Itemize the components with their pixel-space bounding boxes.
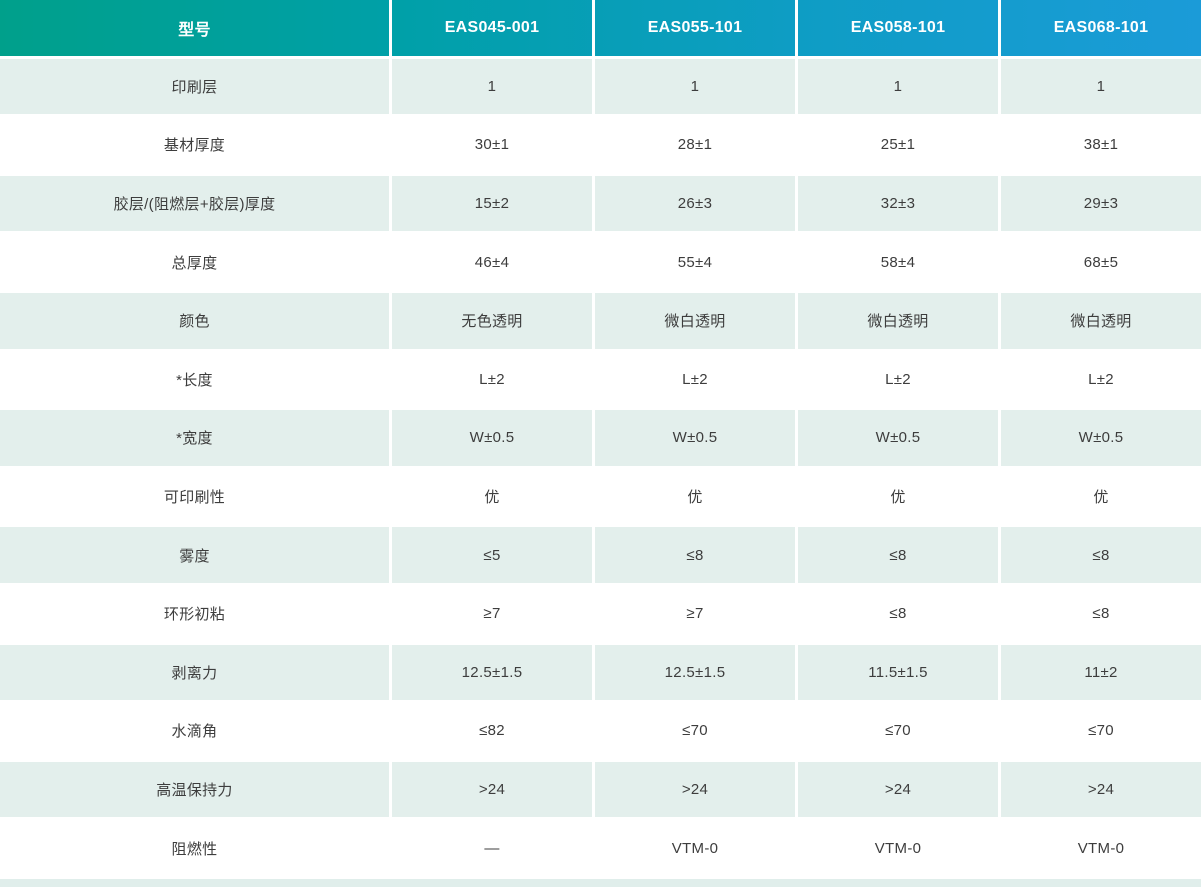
cell-value: 无色透明	[392, 292, 592, 349]
table-row-adhesive-thickness: 胶层/(阻燃层+胶层)厚度 15±2 26±3 32±3 29±3	[0, 175, 1201, 232]
cell-value: 25±1	[798, 117, 998, 173]
cell-value: 28±1	[595, 117, 795, 173]
cell-value: >24	[798, 761, 998, 818]
cell-value: >24	[392, 761, 592, 818]
column-header-eas058-101: EAS058-101	[798, 0, 998, 56]
cell-value: 12.5±1.5	[595, 644, 795, 701]
table-row-length: *长度 L±2 L±2 L±2 L±2	[0, 351, 1201, 408]
cell-value: >24	[1001, 761, 1201, 818]
row-label: 高温保持力	[0, 761, 389, 818]
cell-value: W±0.5	[1001, 410, 1201, 466]
cell-value: W±0.5	[595, 410, 795, 466]
table-row-print-layer: 印刷层 1 1 1 1	[0, 58, 1201, 115]
row-label: 总厚度	[0, 234, 389, 290]
cell-value: ≤8	[798, 527, 998, 583]
table-row-flame-retardancy: 阻燃性 — VTM-0 VTM-0 VTM-0	[0, 820, 1201, 876]
cell-value: 26±3	[595, 175, 795, 232]
table-row-peel-force: 剥离力 12.5±1.5 12.5±1.5 11.5±1.5 11±2	[0, 644, 1201, 701]
cell-value: ≤8	[1001, 527, 1201, 583]
column-header-model: 型号	[0, 0, 389, 56]
row-label: 颜色	[0, 292, 389, 349]
cell-value: ≤70	[798, 703, 998, 759]
row-label: 水滴角	[0, 703, 389, 759]
cell-value: ≤8	[1001, 585, 1201, 642]
cell-value: ≤82	[392, 703, 592, 759]
cell-value: W±0.5	[798, 410, 998, 466]
cell-value: 55±4	[595, 234, 795, 290]
cell-value: ≤8	[798, 585, 998, 642]
cell-value: ≤8	[595, 527, 795, 583]
cell-value: 优	[1001, 468, 1201, 525]
table-row-water-contact-angle: 水滴角 ≤82 ≤70 ≤70 ≤70	[0, 703, 1201, 759]
row-label: 胶层/(阻燃层+胶层)厚度	[0, 175, 389, 232]
cell-value: VTM-0	[1001, 820, 1201, 876]
table-row-substrate-thickness: 基材厚度 30±1 28±1 25±1 38±1	[0, 117, 1201, 173]
cell-value: ≤70	[595, 703, 795, 759]
cell-value: 微白透明	[798, 292, 998, 349]
cell-value: 优	[595, 468, 795, 525]
column-header-eas045-001: EAS045-001	[392, 0, 592, 56]
table-row-high-temp-holding: 高温保持力 >24 >24 >24 >24	[0, 761, 1201, 818]
cell-value: 29±3	[1001, 175, 1201, 232]
column-header-eas068-101: EAS068-101	[1001, 0, 1201, 56]
header-row: 型号 EAS045-001 EAS055-101 EAS058-101 EAS0…	[0, 0, 1201, 56]
cell-value: ≥7	[595, 585, 795, 642]
cell-value: 38±1	[1001, 117, 1201, 173]
table-row-haze: 雾度 ≤5 ≤8 ≤8 ≤8	[0, 527, 1201, 583]
row-label: 印刷层	[0, 58, 389, 115]
column-header-eas055-101: EAS055-101	[595, 0, 795, 56]
cell-value: 15±2	[392, 175, 592, 232]
cell-value: L±2	[392, 351, 592, 408]
cell-value: VTM-0	[595, 820, 795, 876]
cell-value: ≥7	[392, 585, 592, 642]
cell-value: L±2	[595, 351, 795, 408]
row-label: 基材厚度	[0, 117, 389, 173]
table-row-color: 颜色 无色透明 微白透明 微白透明 微白透明	[0, 292, 1201, 349]
cell-value: 68±5	[1001, 234, 1201, 290]
cell-value: 微白透明	[595, 292, 795, 349]
row-label: *宽度	[0, 410, 389, 466]
table-row-width: *宽度 W±0.5 W±0.5 W±0.5 W±0.5	[0, 410, 1201, 466]
row-label: 环形初粘	[0, 585, 389, 642]
cell-value: 1	[392, 58, 592, 115]
table-row-loop-tack: 环形初粘 ≥7 ≥7 ≤8 ≤8	[0, 585, 1201, 642]
cell-value: 优	[798, 468, 998, 525]
row-label: 剥离力	[0, 644, 389, 701]
cell-value: L±2	[1001, 351, 1201, 408]
row-label: 阻燃性	[0, 820, 389, 876]
cell-value: 32±3	[798, 175, 998, 232]
cell-value: VTM-0	[798, 820, 998, 876]
cell-value: 1	[1001, 58, 1201, 115]
cell-value: 46±4	[392, 234, 592, 290]
cell-value: 30±1	[392, 117, 592, 173]
cell-value: 优	[392, 468, 592, 525]
cell-value: W±0.5	[392, 410, 592, 466]
cell-value: 58±4	[798, 234, 998, 290]
cell-value: 微白透明	[1001, 292, 1201, 349]
cell-value: 11±2	[1001, 644, 1201, 701]
row-label: 雾度	[0, 527, 389, 583]
cell-value: >24	[595, 761, 795, 818]
row-label: *长度	[0, 351, 389, 408]
bottom-strip	[0, 878, 1201, 887]
cell-value: 1	[595, 58, 795, 115]
row-label: 可印刷性	[0, 468, 389, 525]
cell-value: 12.5±1.5	[392, 644, 592, 701]
cell-value: —	[392, 820, 592, 876]
table-row-total-thickness: 总厚度 46±4 55±4 58±4 68±5	[0, 234, 1201, 290]
cell-value: ≤70	[1001, 703, 1201, 759]
cell-value: ≤5	[392, 527, 592, 583]
table-row-printability: 可印刷性 优 优 优 优	[0, 468, 1201, 525]
cell-value: L±2	[798, 351, 998, 408]
cell-value: 11.5±1.5	[798, 644, 998, 701]
cell-value: 1	[798, 58, 998, 115]
